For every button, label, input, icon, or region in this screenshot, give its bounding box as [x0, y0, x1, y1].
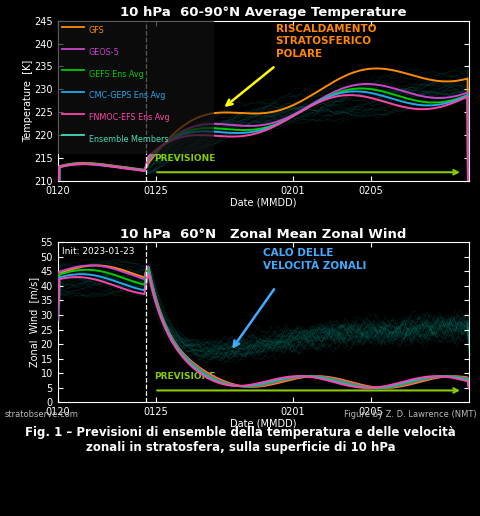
Text: GEFS Ens Avg: GEFS Ens Avg	[88, 70, 143, 78]
Text: RISCALDAMENTO
STRATOSFERICO
POLARE: RISCALDAMENTO STRATOSFERICO POLARE	[275, 24, 375, 59]
Text: stratobserve.com: stratobserve.com	[5, 410, 79, 419]
X-axis label: Date (MMDD): Date (MMDD)	[229, 197, 296, 207]
Text: PREVISIONE: PREVISIONE	[154, 372, 216, 381]
Y-axis label: Temperature  [K]: Temperature [K]	[23, 60, 33, 142]
Text: Init: 2023-01-23: Init: 2023-01-23	[62, 247, 134, 256]
Text: Figure by Z. D. Lawrence (NMT): Figure by Z. D. Lawrence (NMT)	[343, 410, 475, 419]
X-axis label: Date (MMDD): Date (MMDD)	[229, 418, 296, 429]
Text: FNMOC-EFS Ens Avg: FNMOC-EFS Ens Avg	[88, 113, 169, 122]
Text: GEOS-5: GEOS-5	[88, 48, 119, 57]
Text: CALO DELLE
VELOCITÀ ZONALI: CALO DELLE VELOCITÀ ZONALI	[263, 249, 366, 271]
Text: CMC-GEPS Ens Avg: CMC-GEPS Ens Avg	[88, 91, 165, 100]
Title: 10 hPa  60-90°N Average Temperature: 10 hPa 60-90°N Average Temperature	[120, 7, 406, 20]
Text: Ensemble Members: Ensemble Members	[88, 135, 168, 143]
Text: GFS: GFS	[88, 26, 104, 35]
Text: Fig. 1 – Previsioni di ensemble della temperatura e delle velocità
zonali in str: Fig. 1 – Previsioni di ensemble della te…	[25, 426, 455, 454]
Y-axis label: Zonal  Wind  [m/s]: Zonal Wind [m/s]	[29, 277, 39, 367]
Title: 10 hPa  60°N   Zonal Mean Zonal Wind: 10 hPa 60°N Zonal Mean Zonal Wind	[120, 228, 406, 241]
Bar	[58, 21, 214, 154]
Text: PREVISIONE: PREVISIONE	[154, 154, 216, 163]
